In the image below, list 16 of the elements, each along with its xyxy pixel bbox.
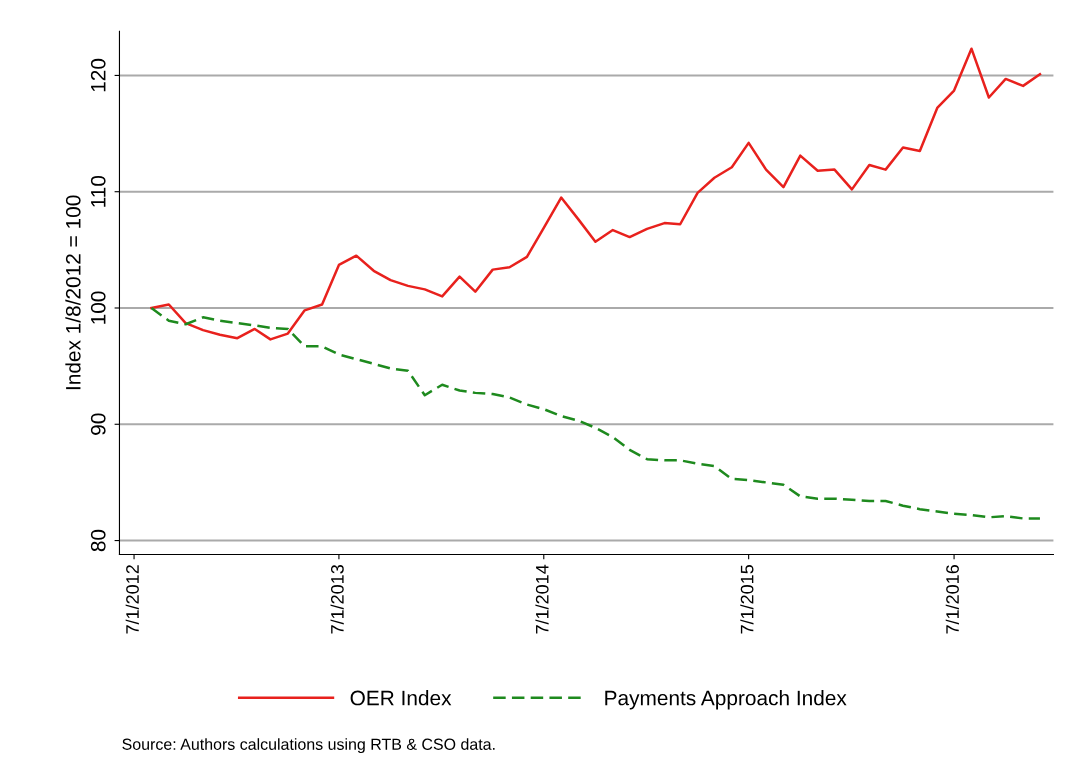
line-series (150, 47, 1042, 341)
legend-label: OER Index (350, 690, 452, 706)
x-tick-label: 7/1/2016 (945, 565, 959, 634)
y-tick-label: 100 (90, 291, 106, 324)
y-tick-label: 120 (90, 58, 106, 92)
x-tick-label: 7/1/2014 (535, 564, 549, 634)
legend-label: Payments Approach Index (605, 690, 847, 710)
source-note: Source: Authors calculations using RTB & CSO data. (122, 738, 495, 754)
line-series (150, 306, 1042, 520)
y-tick-label: 90 (90, 413, 106, 435)
y-tick-label: 80 (90, 529, 106, 552)
y-tick-label: 110 (90, 175, 106, 207)
x-tick-label: 7/1/2013 (330, 565, 344, 634)
x-tick-label: 7/1/2012 (125, 565, 139, 634)
x-tick-label: 7/1/2015 (740, 564, 754, 634)
y-axis-title: Index 1/8/2012 = 100 (65, 195, 81, 390)
